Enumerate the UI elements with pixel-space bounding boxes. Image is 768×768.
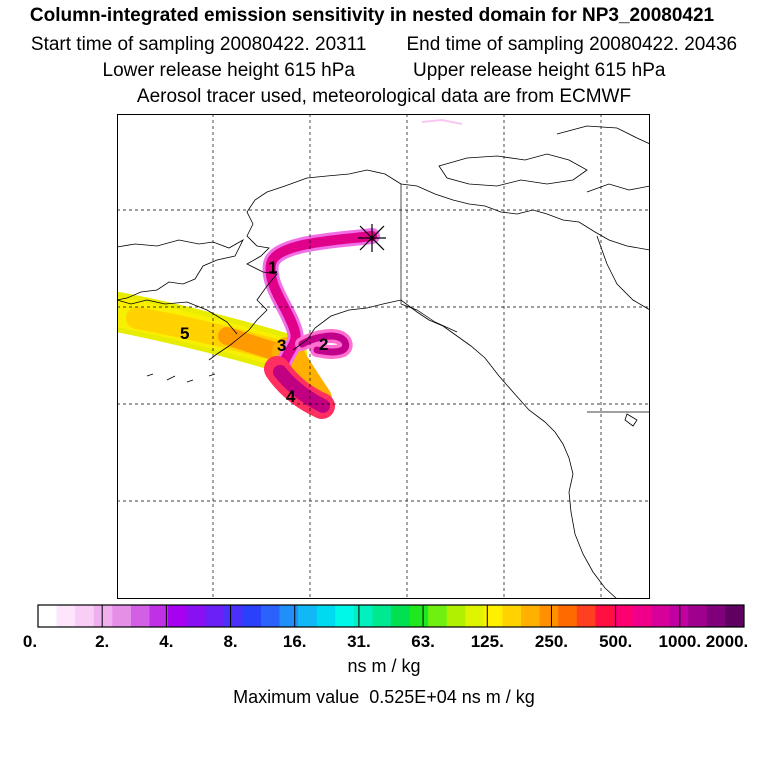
coastlines xyxy=(117,125,650,599)
color-scale-swatch xyxy=(168,605,188,627)
map-marker-5: 5 xyxy=(180,324,189,343)
color-scale-swatch xyxy=(502,605,522,627)
color-scale-swatch xyxy=(595,605,615,627)
maximum-value-label: Maximum value 0.525E+04 ns m / kg xyxy=(0,687,768,708)
color-scale-swatch xyxy=(56,605,76,627)
color-scale-swatch xyxy=(651,605,671,627)
color-scale-swatch xyxy=(391,605,411,627)
color-scale-frame xyxy=(37,604,745,628)
color-scale-tick-label: 4. xyxy=(159,632,174,651)
sensitivity-map: 1 2 3 4 5 xyxy=(117,114,650,599)
color-scale-swatch xyxy=(706,605,726,627)
color-scale-swatch xyxy=(38,605,58,627)
map-marker-1: 1 xyxy=(268,258,277,277)
map-marker-3: 3 xyxy=(277,336,286,355)
map-marker-2: 2 xyxy=(319,335,328,354)
color-scale-swatch xyxy=(93,605,113,627)
color-scale-swatch xyxy=(205,605,225,627)
color-scale-swatch xyxy=(353,605,373,627)
plume-fragment xyxy=(421,118,463,125)
color-scale-swatch xyxy=(446,605,466,627)
color-scale-swatch xyxy=(112,605,132,627)
graticule xyxy=(117,114,650,599)
release-heights: Lower release height 615 hPa Upper releas… xyxy=(0,60,768,82)
color-scale-swatch xyxy=(223,605,243,627)
map-title: Column-integrated emission sensitivity i… xyxy=(29,5,715,26)
color-scale xyxy=(37,604,745,628)
color-scale-tick-label: 0. xyxy=(22,632,38,651)
map-background xyxy=(117,114,650,599)
color-scale-swatch xyxy=(130,605,150,627)
color-scale-swatch xyxy=(725,605,745,627)
tracer-info: Aerosol tracer used, meteorological data… xyxy=(136,86,632,107)
color-scale-swatch xyxy=(521,605,541,627)
upper-release-label: Upper release height 615 hPa xyxy=(413,60,666,81)
asterisk-icon xyxy=(358,224,386,252)
color-scale-tick-label: 16. xyxy=(282,632,307,651)
color-scale-swatch xyxy=(149,605,169,627)
color-scale-swatch xyxy=(576,605,596,627)
color-scale-tick-label: 63. xyxy=(411,632,435,651)
color-scale-swatch xyxy=(260,605,281,627)
maximum-value-text: Maximum value 0.525E+04 ns m / kg xyxy=(233,687,535,707)
map-marker-4: 4 xyxy=(286,387,296,406)
sampling-times: Start time of sampling 20080422. 20311 En… xyxy=(0,34,768,56)
color-scale-swatch xyxy=(372,605,392,627)
color-scale-swatch xyxy=(298,605,318,627)
color-scale-swatch xyxy=(465,605,485,627)
color-scale-tick-label: 125. xyxy=(470,632,504,651)
color-scale-swatch xyxy=(186,605,206,627)
color-scale-swatch xyxy=(483,605,503,627)
color-scale-swatch xyxy=(669,605,689,627)
end-time-label: End time of sampling 20080422. 20436 xyxy=(406,34,738,55)
color-scale-swatch xyxy=(428,605,448,627)
color-scale-tick-label: 500. xyxy=(599,632,633,651)
color-scale-swatch xyxy=(409,605,429,627)
plume-core xyxy=(262,228,380,419)
color-scale-swatch xyxy=(279,605,299,627)
color-scale-tick-label: 8. xyxy=(223,632,238,651)
color-scale-tick-label: 31. xyxy=(347,632,371,651)
color-scale-tick-label: 2. xyxy=(95,632,110,651)
color-scale-swatch xyxy=(242,605,262,627)
color-scale-swatch xyxy=(613,605,634,627)
color-scale-swatch xyxy=(632,605,652,627)
color-scale-tick-label: 250. xyxy=(534,632,568,651)
color-scale-tick-label: 1000. xyxy=(658,632,702,651)
color-scale-tick-label: 2000. xyxy=(705,632,749,651)
color-scale-swatch xyxy=(539,605,559,627)
map-frame xyxy=(117,114,650,599)
start-time-label: Start time of sampling 20080422. 20311 xyxy=(30,34,367,55)
color-scale-swatch xyxy=(688,605,708,627)
political-borders xyxy=(400,184,650,413)
lower-release-label: Lower release height 615 hPa xyxy=(102,60,355,81)
color-scale-swatch xyxy=(75,605,95,627)
units-label: ns m / kg xyxy=(347,656,421,676)
color-scale-swatch xyxy=(558,605,578,627)
color-scale-swatch xyxy=(316,605,336,627)
color-scale-swatch xyxy=(335,605,355,627)
